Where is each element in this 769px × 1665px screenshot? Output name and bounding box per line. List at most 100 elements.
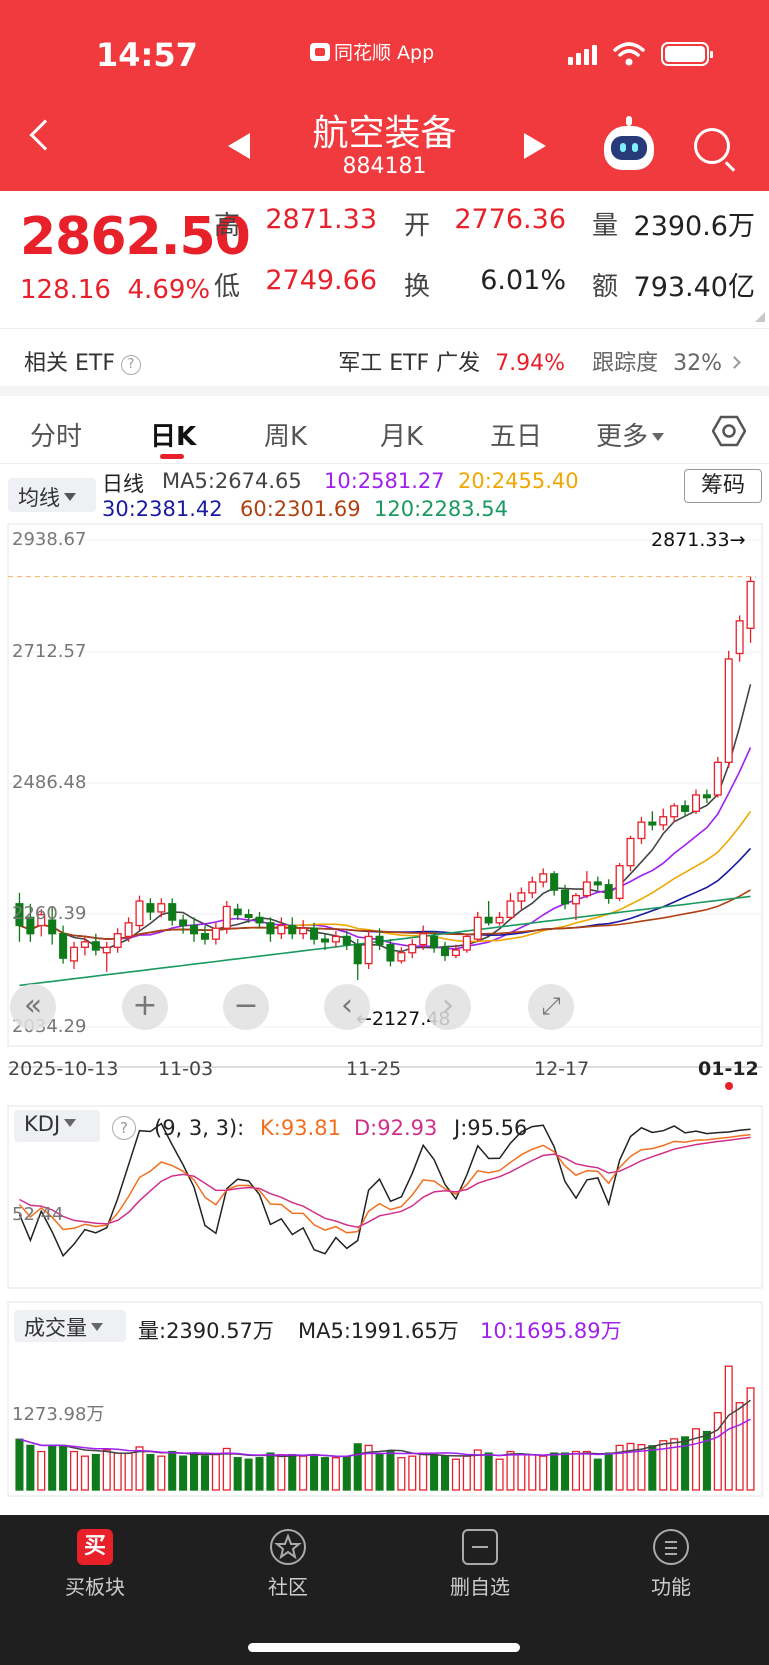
volume-bar — [691, 1428, 701, 1491]
volume-bar — [146, 1453, 155, 1491]
candle-body — [386, 943, 395, 962]
candle — [320, 933, 330, 951]
candle-body — [37, 913, 46, 927]
kdj-d-value: D:92.93 — [354, 1116, 438, 1140]
volume-bar — [320, 1457, 330, 1491]
tab-intraday[interactable]: 分时 — [30, 422, 83, 452]
settings-hexagon-icon[interactable] — [712, 414, 746, 448]
period-tabs: 分时 日K 周K 月K 五日 更多 — [0, 396, 769, 464]
tab-monthly-k[interactable]: 月K — [380, 422, 424, 452]
volume-value: 2390.6万 — [633, 211, 755, 242]
search-icon[interactable] — [694, 128, 730, 164]
candle-body — [626, 837, 635, 867]
volume-bar — [233, 1457, 242, 1491]
ma30-value: 30:2381.42 — [102, 497, 223, 521]
kdj-select[interactable]: KDJ — [14, 1110, 100, 1142]
help-icon[interactable]: ? — [112, 1116, 136, 1140]
volume-select[interactable]: 成交量 — [14, 1310, 126, 1342]
next-stock-icon[interactable] — [524, 133, 546, 159]
volume-bar — [713, 1412, 722, 1491]
candle — [59, 925, 68, 964]
turnover-label: 换 — [404, 272, 431, 302]
prev-stock-icon[interactable] — [228, 133, 250, 159]
candle-body — [746, 580, 755, 629]
volume-bar — [408, 1455, 417, 1491]
candle — [397, 947, 406, 964]
candle-body — [244, 913, 253, 919]
candle-body — [375, 935, 384, 946]
nav-community[interactable]: 社区 — [213, 1529, 363, 1600]
price-change: 128.16 4.69% — [20, 275, 210, 305]
kdj-d-line — [19, 1136, 751, 1228]
candle-body — [353, 943, 362, 965]
chips-button[interactable]: 筹码 — [684, 469, 762, 503]
volume-bar — [26, 1444, 35, 1491]
home-indicator — [248, 1643, 520, 1652]
candle-body — [26, 916, 35, 935]
buy-icon: 买 — [77, 1529, 113, 1565]
kdj-k-value: K:93.81 — [260, 1116, 341, 1140]
today-dot — [725, 1082, 733, 1090]
nav-label: 功能 — [651, 1575, 691, 1599]
zoom-out-icon[interactable]: − — [223, 984, 269, 1030]
candle-body — [561, 889, 570, 905]
etf-label: 相关 ETF — [24, 351, 115, 376]
candle-body — [648, 821, 657, 826]
etf-pct: 7.94% — [495, 351, 566, 376]
candle-body — [681, 805, 690, 812]
volume-bar — [124, 1452, 133, 1491]
candle-body — [15, 903, 24, 927]
etf-name: 军工 ETF 广发 — [338, 351, 481, 376]
volume-bar — [222, 1447, 231, 1491]
scroll-left-icon[interactable]: ‹ — [324, 984, 370, 1030]
candle-body — [637, 821, 646, 840]
candle — [255, 911, 264, 929]
volume-bar — [604, 1452, 613, 1491]
nav-buy-sector[interactable]: 买 买板块 — [20, 1529, 170, 1600]
candle-body — [266, 922, 275, 935]
volume-bar — [419, 1452, 428, 1491]
candle — [670, 803, 679, 823]
kdj-tick-label: 52.44 — [12, 1204, 64, 1225]
tab-daily-k[interactable]: 日K — [150, 422, 197, 452]
y-tick-label: 2712.57 — [12, 641, 86, 662]
candle — [102, 941, 111, 972]
active-tab-indicator — [160, 454, 184, 459]
candle-body — [702, 794, 711, 799]
high-label: 高 — [214, 211, 241, 241]
candle-body — [69, 946, 79, 962]
volume-bar — [102, 1449, 111, 1491]
tab-more[interactable]: 更多 — [596, 416, 665, 453]
candle — [80, 936, 89, 956]
tab-weekly-k[interactable]: 周K — [264, 422, 308, 452]
volume-chart[interactable]: 1273.98万 — [0, 1300, 769, 1498]
help-icon[interactable]: ? — [121, 355, 141, 375]
kline-chart[interactable]: 2938.67 2712.57 2486.48 2260.39 2034.29 … — [0, 520, 769, 1090]
fullscreen-icon[interactable]: ⤢ — [528, 984, 574, 1030]
expand-corner-icon[interactable] — [755, 312, 765, 322]
candle — [310, 922, 319, 945]
candle — [37, 909, 46, 937]
app-badge[interactable]: 同花顺 App — [310, 38, 434, 65]
related-etf-row[interactable]: 相关 ETF? 军工 ETF 广发 7.94% 跟踪度 32% — [0, 328, 769, 386]
candle-body — [233, 908, 242, 916]
nav-remove-watchlist[interactable]: 删自选 — [405, 1529, 555, 1600]
ma-select[interactable]: 均线 — [8, 478, 96, 512]
zoom-in-icon[interactable]: + — [122, 984, 168, 1030]
kdj-select-label: KDJ — [24, 1112, 61, 1136]
tab-five-day[interactable]: 五日 — [490, 422, 543, 452]
candle-body — [451, 949, 460, 957]
candle — [124, 917, 133, 942]
ma10-value: 10:2581.27 — [324, 469, 445, 493]
robot-assistant-icon[interactable] — [604, 116, 654, 170]
scroll-left-fast-icon[interactable]: « — [10, 984, 56, 1030]
volume-bar — [462, 1455, 471, 1491]
nav-functions[interactable]: 功能 — [596, 1529, 746, 1600]
kdj-chart[interactable]: 52.44 — [0, 1104, 769, 1290]
low-label: 低 — [214, 272, 241, 302]
candle-body — [735, 620, 744, 655]
scroll-right-icon[interactable]: › — [425, 984, 471, 1030]
candle-body — [135, 900, 144, 927]
volume-bar — [571, 1450, 580, 1491]
candle — [200, 925, 209, 945]
